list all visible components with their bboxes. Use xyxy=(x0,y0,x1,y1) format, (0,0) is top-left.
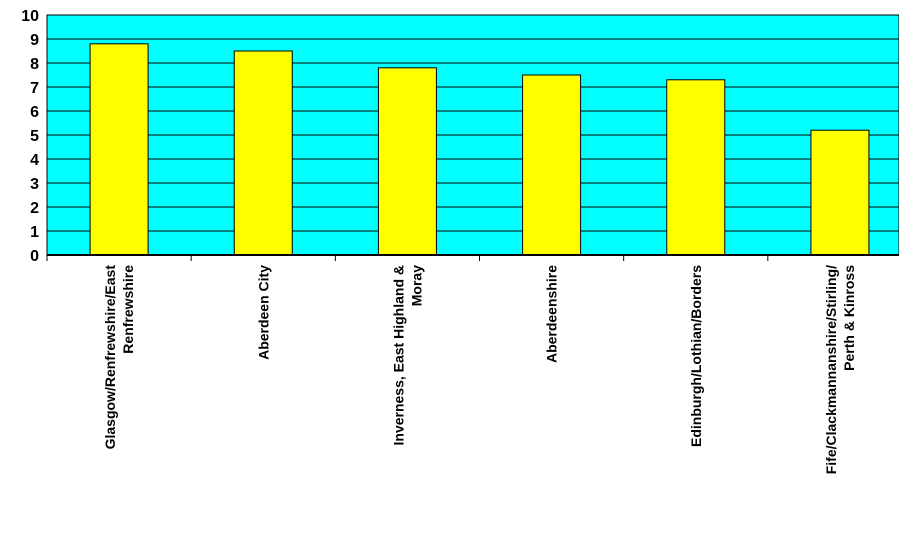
x-category-label-line: Perth & Kinross xyxy=(841,265,857,371)
y-tick-label: 10 xyxy=(21,8,39,25)
y-tick-label: 2 xyxy=(30,200,39,217)
bar xyxy=(377,67,437,256)
bar xyxy=(522,74,582,256)
x-category-label-line: Glasgow/Renfrewshire/East xyxy=(102,265,118,450)
x-category-label: Glasgow/Renfrewshire/East Renfrewshire xyxy=(102,265,136,450)
x-category-label-line: Renfrewshire xyxy=(120,265,136,354)
y-tick-label: 8 xyxy=(30,56,39,73)
x-category-label-line: Fife/Clackmannanshire/Stirling/ xyxy=(823,265,839,474)
y-tick-label: 6 xyxy=(30,104,39,121)
x-axis-category-labels: Glasgow/Renfrewshire/East Renfrewshire Abe… xyxy=(102,265,857,475)
x-category-label-line: Moray xyxy=(408,265,424,306)
y-tick-label: 3 xyxy=(30,176,39,193)
bar xyxy=(666,79,726,256)
x-category-label: Inverness, East Highland & Moray xyxy=(390,265,424,446)
bar xyxy=(89,43,149,256)
y-axis-tick-labels: 0 1 2 3 4 5 6 7 8 9 10 xyxy=(21,8,39,265)
x-category-label: Fife/Clackmannanshire/Stirling/Perth & K… xyxy=(823,265,857,474)
bar xyxy=(233,50,293,256)
y-tick-label: 1 xyxy=(30,224,39,241)
y-tick-label: 5 xyxy=(30,128,39,145)
y-tick-label: 9 xyxy=(30,32,39,49)
x-category-label: Edinburgh/Lothian/Borders xyxy=(688,265,704,447)
x-category-label: Aberdeenshire xyxy=(544,265,560,363)
bar xyxy=(810,129,870,256)
y-tick-label: 4 xyxy=(30,152,39,169)
y-tick-label: 7 xyxy=(30,80,39,97)
x-category-label-line: Edinburgh/Lothian/Borders xyxy=(688,265,704,447)
x-category-label-line: Aberdeenshire xyxy=(544,265,560,363)
bars xyxy=(89,43,870,256)
y-tick-label: 0 xyxy=(30,248,39,265)
x-category-label: Aberdeen City xyxy=(255,265,271,360)
x-category-label-line: Inverness, East Highland & xyxy=(390,265,406,446)
x-axis-ticks xyxy=(46,255,769,261)
x-category-label-line: Aberdeen City xyxy=(255,265,271,360)
